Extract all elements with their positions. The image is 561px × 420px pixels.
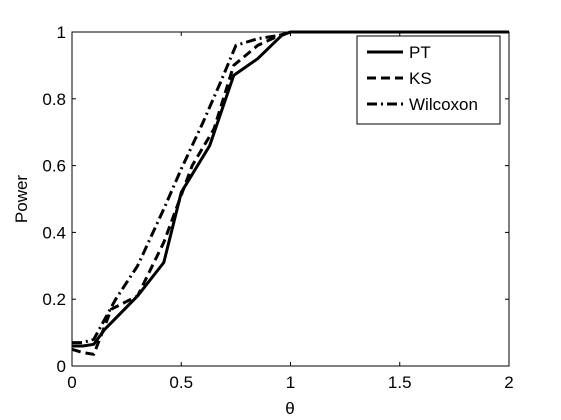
y-tick-label: 0.8 [42, 90, 66, 109]
x-tick-label: 2 [504, 373, 513, 392]
ticks-layer: 0 0.5 1 1.5 2 0 0.2 0.4 0.6 0.8 1 [42, 23, 513, 392]
legend-label-pt: PT [409, 43, 431, 62]
y-tick-label: 0.2 [42, 290, 66, 309]
x-tick-label: 1.5 [388, 373, 412, 392]
legend-label-wilcoxon: Wilcoxon [409, 95, 478, 114]
series-layer [71, 30, 509, 356]
x-tick-label: 0.5 [169, 373, 193, 392]
x-axis-label: θ [285, 399, 294, 418]
y-tick-label: 0.4 [42, 223, 66, 242]
y-axis-label: Power [12, 175, 31, 224]
y-tick-label: 1 [57, 23, 66, 42]
y-tick-label: 0 [57, 357, 66, 376]
x-tick-label: 1 [286, 373, 295, 392]
y-tick-label: 0.6 [42, 157, 66, 176]
series-line-ks [71, 30, 509, 356]
legend: PT KS Wilcoxon [356, 35, 501, 125]
legend-label-ks: KS [409, 69, 432, 88]
x-tick-label: 0 [67, 373, 76, 392]
series-line-wilcoxon [72, 30, 509, 345]
